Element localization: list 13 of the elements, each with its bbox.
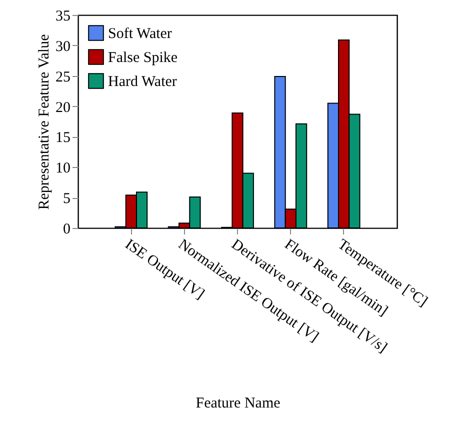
y-tick-label: 10 (56, 160, 70, 177)
x-axis-title: Feature Name (196, 395, 281, 412)
legend-label: False Spike (108, 50, 178, 66)
y-tick-label: 30 (56, 38, 70, 55)
y-tick-label: 5 (63, 191, 70, 208)
y-tick-label: 25 (56, 69, 70, 86)
y-tick-label: 15 (56, 130, 70, 146)
y-tick-label: 0 (63, 222, 70, 238)
y-tick-label: 20 (56, 100, 70, 116)
y-axis-title: Representative Feature Value (36, 34, 52, 210)
legend-label: Soft Water (108, 26, 172, 42)
legend-label: Hard Water (108, 74, 177, 90)
y-tick-label: 35 (56, 8, 70, 24)
